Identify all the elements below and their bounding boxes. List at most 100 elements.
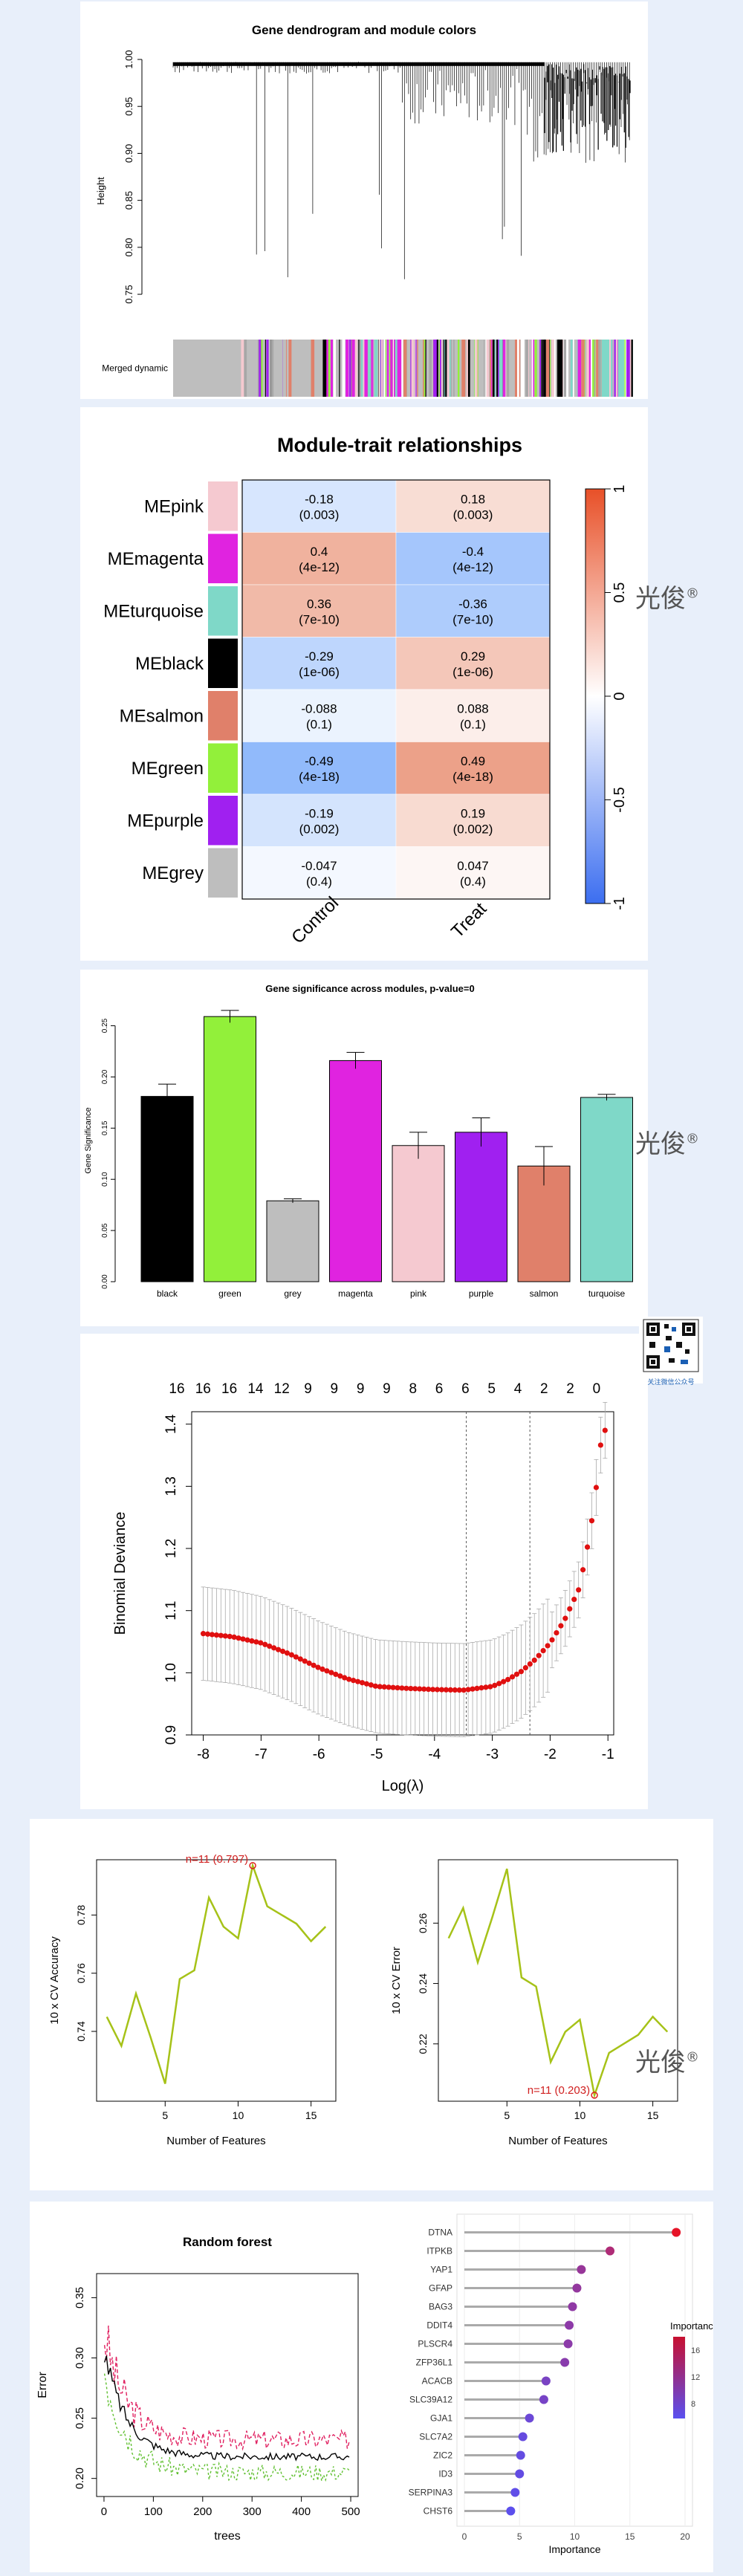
module-color-segment bbox=[401, 340, 403, 397]
gene-label: ACACB bbox=[422, 2376, 452, 2387]
x-tick-label: -7 bbox=[255, 1747, 267, 1762]
x-tick-label: 10 bbox=[233, 2109, 244, 2121]
y-tick-label: 1.2 bbox=[163, 1539, 179, 1558]
gene-label: ZFP36L1 bbox=[416, 2358, 453, 2368]
qr-caption: 关注微信公众号 bbox=[647, 1378, 695, 1386]
y-tick-label: 0.95 bbox=[123, 97, 134, 116]
lollipop-point bbox=[560, 2358, 570, 2367]
cv-point bbox=[593, 1485, 600, 1490]
module-color-segment bbox=[339, 340, 340, 397]
cv-point bbox=[218, 1632, 224, 1638]
cv-point bbox=[602, 1427, 608, 1433]
module-color-segment bbox=[374, 340, 378, 397]
row-label: MEblack bbox=[135, 654, 204, 674]
module-color-segment bbox=[499, 340, 503, 397]
cell-correlation: 0.29 bbox=[461, 649, 485, 664]
x-tick-label: 200 bbox=[193, 2505, 212, 2518]
y-tick-label: 0.35 bbox=[74, 2287, 86, 2309]
module-color-segment bbox=[627, 340, 630, 397]
module-color-segment bbox=[259, 340, 262, 397]
module-color-segment bbox=[563, 340, 567, 397]
color-legend bbox=[585, 488, 606, 904]
cv-point bbox=[567, 1606, 573, 1612]
module-color-segment bbox=[392, 340, 394, 397]
module-color-segment bbox=[380, 340, 383, 397]
cv-point bbox=[522, 1665, 528, 1671]
row-label: MEturquoise bbox=[103, 601, 204, 621]
cv-point bbox=[540, 1647, 546, 1654]
cell-correlation: 0.19 bbox=[461, 806, 485, 820]
top-axis-label: 4 bbox=[514, 1381, 522, 1397]
cv-point bbox=[588, 1518, 595, 1524]
module-color-segment bbox=[309, 340, 311, 397]
gene-label: SLC39A12 bbox=[409, 2395, 452, 2405]
cv-point bbox=[293, 1654, 299, 1660]
cv-point bbox=[342, 1675, 348, 1681]
brand-watermark-1: 光俊® bbox=[635, 584, 699, 614]
module-color-segment bbox=[441, 340, 443, 397]
cv-point bbox=[328, 1670, 334, 1675]
heatmap-cell bbox=[241, 532, 397, 585]
module-color-segment bbox=[250, 340, 253, 397]
row-color-swatch bbox=[208, 691, 238, 741]
cv-point bbox=[284, 1650, 291, 1656]
x-tick-label: 5 bbox=[162, 2109, 168, 2121]
x-tick-label: green bbox=[218, 1288, 241, 1299]
x-tick-label: -1 bbox=[602, 1747, 614, 1762]
module-color-segment bbox=[391, 340, 393, 397]
y-tick-label: 0.10 bbox=[101, 1172, 109, 1187]
module-color-segment bbox=[502, 340, 505, 397]
module-color-segment bbox=[266, 340, 269, 397]
module-color-segment bbox=[506, 340, 509, 397]
legend-tick-label: 0.5 bbox=[611, 583, 628, 603]
module-color-segment bbox=[552, 340, 557, 397]
module-color-segment bbox=[265, 340, 266, 397]
gene-label: YAP1 bbox=[430, 2265, 452, 2275]
y-tick-label: 0.22 bbox=[417, 2034, 429, 2054]
module-color-segment bbox=[573, 340, 574, 397]
module-color-segment bbox=[435, 340, 438, 397]
brand-text: 光俊 bbox=[635, 1129, 686, 1159]
cv-point bbox=[487, 1684, 493, 1690]
series-line bbox=[447, 1868, 669, 2099]
bar bbox=[455, 1132, 507, 1282]
module-color-segment bbox=[311, 340, 315, 397]
module-color-segment bbox=[429, 340, 432, 397]
module-color-segment bbox=[491, 340, 493, 397]
heatmap-cell bbox=[395, 479, 551, 533]
module-color-segment bbox=[241, 340, 244, 397]
cv-point bbox=[381, 1684, 387, 1690]
module-color-segment bbox=[433, 340, 437, 397]
x-tick-label: -5 bbox=[371, 1747, 383, 1762]
cv-point bbox=[531, 1657, 537, 1664]
gene-label: CHST6 bbox=[424, 2506, 453, 2517]
row-color-swatch bbox=[208, 743, 238, 793]
cv-point bbox=[267, 1643, 273, 1649]
cell-pvalue: (4e-18) bbox=[299, 770, 340, 784]
cell-correlation: 0.49 bbox=[461, 754, 485, 768]
cell-correlation: -0.19 bbox=[305, 806, 334, 820]
module-color-segment bbox=[517, 340, 519, 397]
x-tick-label: pink bbox=[410, 1288, 427, 1299]
module-color-segment bbox=[315, 340, 319, 397]
qr-code-icon bbox=[643, 1319, 699, 1372]
x-axis-label: Number of Features bbox=[166, 2135, 265, 2147]
cv-point bbox=[275, 1647, 282, 1652]
cv-point bbox=[509, 1674, 516, 1680]
x-tick-label: 15 bbox=[305, 2109, 317, 2121]
module-color-segment bbox=[423, 340, 424, 397]
cv-point bbox=[576, 1587, 582, 1593]
top-axis-label: 2 bbox=[540, 1381, 548, 1397]
top-axis-label: 16 bbox=[221, 1381, 237, 1397]
top-axis-label: 9 bbox=[331, 1381, 339, 1397]
module-color-segment bbox=[331, 340, 334, 397]
y-tick-label: 0.25 bbox=[101, 1018, 109, 1033]
module-color-segment bbox=[360, 340, 364, 397]
cv-point bbox=[403, 1685, 409, 1691]
module-color-segment bbox=[588, 340, 591, 397]
column-label: Control bbox=[288, 893, 343, 948]
svm-rfe-charts: 5 10 15 0.74 0.76 0.78 Number of Features 10 x … bbox=[48, 1853, 678, 2147]
bar bbox=[392, 1145, 445, 1282]
module-color-segment bbox=[451, 340, 454, 397]
rf-oob-error bbox=[103, 2355, 350, 2462]
